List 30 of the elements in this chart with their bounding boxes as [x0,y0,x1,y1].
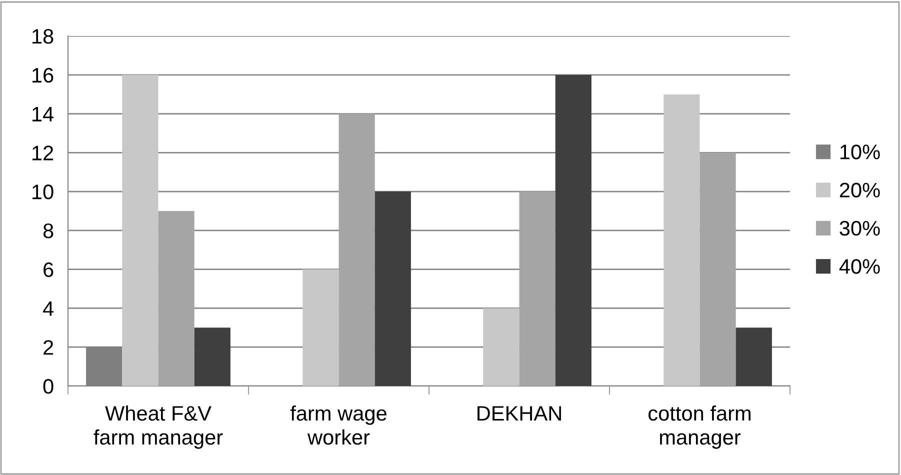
bar [158,211,194,386]
legend-label: 30% [840,220,880,236]
legend-label: 20% [840,182,880,198]
bar [700,152,736,386]
x-tick-label: Wheat F&V farm manager [94,405,223,449]
x-tick-label: cotton farm manager [648,405,750,449]
bar [374,192,411,386]
legend-label: 40% [839,259,880,274]
y-tick-label: 8 [43,223,54,238]
y-tick-label: 14 [32,106,54,122]
y-tick-label: 2 [44,340,54,355]
bar [338,114,375,386]
x-tick-label: farm wage worker [290,405,386,445]
bar [555,74,592,386]
y-tick-label: 18 [32,29,54,44]
y-tick-label: 12 [32,146,54,160]
x-tick-label: DEKHAN [478,406,561,421]
bar [302,269,339,386]
y-tick-label: 4 [43,301,54,316]
y-tick-label: 10 [32,184,54,200]
y-tick-label: 6 [44,262,54,278]
bar [664,94,700,386]
y-tick-label: 16 [32,68,54,83]
bar [194,328,230,386]
bar [519,192,556,386]
y-tick-label: 0 [43,379,54,394]
bar [736,328,772,386]
bar [483,308,520,386]
bar [122,74,158,386]
legend-label: 10% [840,144,880,160]
